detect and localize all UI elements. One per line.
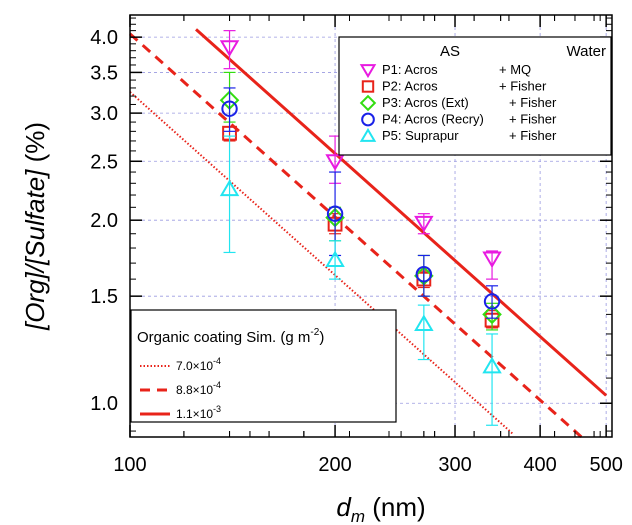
simulation-legend-label-2: 1.1×10-3 <box>176 404 221 421</box>
simulation-legend-mantissa-2: 1.1×10 <box>176 407 213 421</box>
y-tick-label-6: 4.0 <box>90 27 118 49</box>
y-axis-title: [Org]/[Sulfate] (%) <box>20 122 50 331</box>
y-tick-label-3: 2.5 <box>90 151 118 173</box>
simulation-legend-title-exp: -2 <box>310 327 319 338</box>
simulation-legend-mantissa-1: 8.8×10 <box>176 383 213 397</box>
simulation-legend-exp-0: -4 <box>213 356 221 366</box>
legend-label-4: P4: Acros (Recry) <box>382 112 484 127</box>
simulation-legend-mantissa-0: 7.0×10 <box>176 359 213 373</box>
x-tick-label-2: 300 <box>438 454 471 476</box>
data-point-5-2 <box>414 314 434 331</box>
data-series <box>219 30 502 426</box>
data-point-5-0 <box>219 179 240 197</box>
legend-label-2: P2: Acros <box>382 79 438 94</box>
legend-marker-3 <box>359 94 377 112</box>
x-axis-title-rest: (nm) <box>365 492 426 522</box>
legend-marker-1 <box>359 64 377 79</box>
legend-marker-4 <box>361 112 375 127</box>
legend-water-2: + Fisher <box>499 79 547 94</box>
legend-water-4: + Fisher <box>509 112 557 127</box>
simulation-lines <box>129 28 608 439</box>
series-5 <box>219 135 502 426</box>
simulation-legend-box <box>130 309 397 423</box>
data-point-5-3 <box>482 356 502 374</box>
x-tick-label-3: 400 <box>523 454 556 476</box>
legend-label-3: P3: Acros (Ext) <box>382 95 469 110</box>
data-point-1-0 <box>219 40 240 57</box>
x-tick-label-0: 100 <box>113 454 146 476</box>
simulation-line-0 <box>129 91 514 435</box>
legend-box <box>338 36 612 156</box>
y-axis-title-unit: (%) <box>20 122 50 170</box>
simulation-legend-label-1: 8.8×10-4 <box>176 380 221 397</box>
y-tick-label-5: 3.5 <box>90 62 118 84</box>
legend-water-5: + Fisher <box>509 128 557 143</box>
simulation-legend-entries: 7.0×10-48.8×10-41.1×10-3 <box>140 356 221 421</box>
simulation-legend-exp-2: -3 <box>213 404 221 414</box>
series-4 <box>221 87 501 319</box>
legend-marker-5 <box>359 127 377 142</box>
data-point-4-3 <box>483 293 501 310</box>
simulation-legend-title-close: ) <box>319 329 324 346</box>
simulation-legend-title-text: Organic coating Sim. (g m <box>137 329 310 346</box>
simulation-legend-label-0: 7.0×10-4 <box>176 356 221 373</box>
y-axis-title-main: [Org]/[Sulfate] <box>20 169 50 331</box>
y-tick-label-4: 3.0 <box>90 103 118 125</box>
y-tick-label-0: 1.0 <box>90 393 118 415</box>
data-point-1-2 <box>414 215 434 233</box>
simulation-legend-exp-1: -4 <box>213 380 221 390</box>
legend-water-3: + Fisher <box>509 95 557 110</box>
x-axis-title-main: d <box>336 492 352 522</box>
legend-label-1: P1: Acros <box>382 62 438 77</box>
y-tick-label-2: 2.0 <box>90 210 118 232</box>
data-point-3-3 <box>482 304 502 325</box>
x-axis-title-sub: m <box>351 507 365 525</box>
data-point-4-1 <box>326 205 344 222</box>
legend-marker-2 <box>361 80 375 93</box>
data-point-4-2 <box>415 266 433 283</box>
legend-water-1: + MQ <box>499 62 531 77</box>
series-1 <box>219 30 502 280</box>
x-tick-label-4: 500 <box>589 454 622 476</box>
data-point-5-1 <box>325 250 345 268</box>
simulation-legend: Organic coating Sim. (g m-2) 7.0×10-48.8… <box>130 309 397 423</box>
simulation-legend-title: Organic coating Sim. (g m-2) <box>137 327 324 346</box>
legend-header-as: AS <box>440 43 460 60</box>
simulation-line-2 <box>195 28 608 397</box>
legend-header-water: Water <box>567 43 606 60</box>
y-tick-label-1: 1.5 <box>90 286 118 308</box>
data-point-1-1 <box>325 154 345 171</box>
plot-frame <box>129 14 613 438</box>
data-point-4-0 <box>221 100 238 117</box>
x-axis-title: dm (nm) <box>336 492 425 525</box>
legend-entries: P1: Acros + MQ P2: Acros + Fisher P3: Acros … <box>359 62 557 143</box>
legend-label-5: P5: Suprapur <box>382 128 459 143</box>
x-tick-label-1: 200 <box>318 454 351 476</box>
data-point-1-3 <box>482 251 502 269</box>
